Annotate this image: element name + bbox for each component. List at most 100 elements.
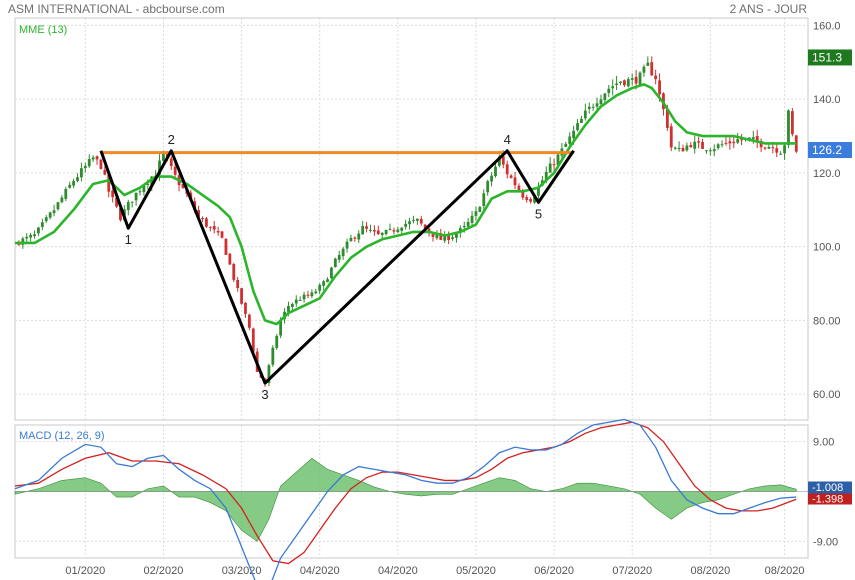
candle-body: [29, 234, 33, 238]
candle-body: [568, 136, 572, 144]
candle: [232, 262, 236, 283]
candle-body: [455, 233, 458, 238]
candle: [705, 149, 708, 154]
macd-y-tick-label: -9.00: [813, 536, 838, 548]
candle: [247, 313, 251, 331]
candle: [474, 206, 478, 221]
candle-body: [576, 123, 579, 131]
candle-body: [138, 191, 142, 193]
pattern-point-label: 3: [261, 387, 268, 402]
candle-body: [783, 145, 786, 154]
candle: [689, 142, 693, 148]
candle: [619, 81, 622, 86]
candle: [369, 224, 372, 233]
candle: [80, 162, 83, 182]
candle-body: [44, 217, 48, 222]
candle-body: [775, 148, 779, 153]
candle-body: [470, 215, 474, 223]
x-tick-label: 05/2020: [456, 565, 496, 577]
candle-body: [494, 166, 497, 177]
macd-signal-line: [14, 421, 797, 565]
candle: [337, 250, 341, 263]
candle-body: [76, 177, 79, 181]
candle-body: [763, 147, 767, 149]
candle: [415, 218, 419, 225]
candle: [607, 84, 611, 98]
candle: [513, 172, 517, 190]
candle-body: [33, 234, 36, 237]
candle-body: [408, 221, 411, 225]
candle-body: [431, 234, 435, 237]
candle-body: [384, 230, 388, 235]
candle-body: [279, 320, 283, 336]
candle-body: [400, 227, 404, 231]
candle-body: [134, 192, 138, 201]
price-y-tick-label: 160.0: [813, 20, 841, 32]
candle-body: [68, 184, 72, 188]
candle-body: [626, 79, 630, 87]
candle-body: [736, 139, 740, 143]
candle-body: [466, 221, 470, 227]
candle-body: [572, 130, 576, 139]
x-tick-label: 07/2020: [612, 565, 652, 577]
candle-body: [298, 299, 302, 301]
candle-body: [197, 210, 201, 217]
candle-body: [701, 141, 704, 149]
candle-body: [732, 141, 736, 144]
candle-body: [91, 157, 95, 160]
candle-body: [779, 153, 783, 155]
x-tick-label: 08/2020: [690, 565, 730, 577]
candle-body: [497, 156, 501, 166]
candle-body: [419, 218, 423, 224]
candle-body: [322, 281, 326, 286]
candle: [216, 226, 220, 236]
candle-body: [552, 164, 556, 166]
candle: [685, 142, 689, 152]
candle: [48, 211, 52, 220]
candle: [83, 162, 87, 173]
candle: [693, 135, 697, 154]
candle-body: [107, 174, 111, 192]
candle: [431, 234, 435, 242]
candle-body: [95, 156, 99, 160]
ema-indicator-label: MME (13): [19, 24, 67, 36]
candle-body: [728, 141, 732, 144]
x-tick-label: 03/2020: [222, 565, 262, 577]
candle-body: [396, 229, 400, 233]
candle: [294, 295, 298, 308]
candle: [728, 136, 732, 150]
candle-body: [369, 229, 372, 231]
candle: [525, 194, 529, 203]
candle: [361, 220, 365, 235]
candle: [537, 182, 540, 201]
candle: [99, 158, 103, 170]
x-tick-label: 04/2020: [378, 565, 418, 577]
candle-body: [767, 146, 771, 149]
candle: [517, 183, 521, 192]
candle-body: [173, 166, 177, 175]
candle: [357, 230, 361, 243]
candle-body: [388, 228, 392, 230]
price-panel: [14, 17, 809, 421]
candle-body: [205, 218, 208, 227]
candle-body: [611, 86, 615, 89]
candle-body: [415, 218, 419, 221]
candle: [244, 302, 247, 318]
period-label: 2 ANS - JOUR: [729, 2, 807, 16]
candle-body: [208, 226, 212, 228]
pattern-point-label: 5: [535, 206, 542, 221]
candle-body: [705, 150, 708, 152]
candle-body: [271, 347, 275, 365]
candle: [310, 289, 314, 299]
pattern-point-label: 1: [125, 232, 132, 247]
candle: [755, 129, 759, 149]
candle-body: [158, 160, 161, 175]
candle: [126, 199, 130, 216]
price-badge-label: 151.3: [812, 50, 842, 64]
candle-body: [521, 191, 525, 198]
candle: [302, 291, 306, 303]
candle-body: [474, 211, 478, 216]
price-y-tick-label: 120.0: [813, 168, 841, 180]
candle: [576, 119, 579, 132]
candle: [388, 223, 392, 231]
